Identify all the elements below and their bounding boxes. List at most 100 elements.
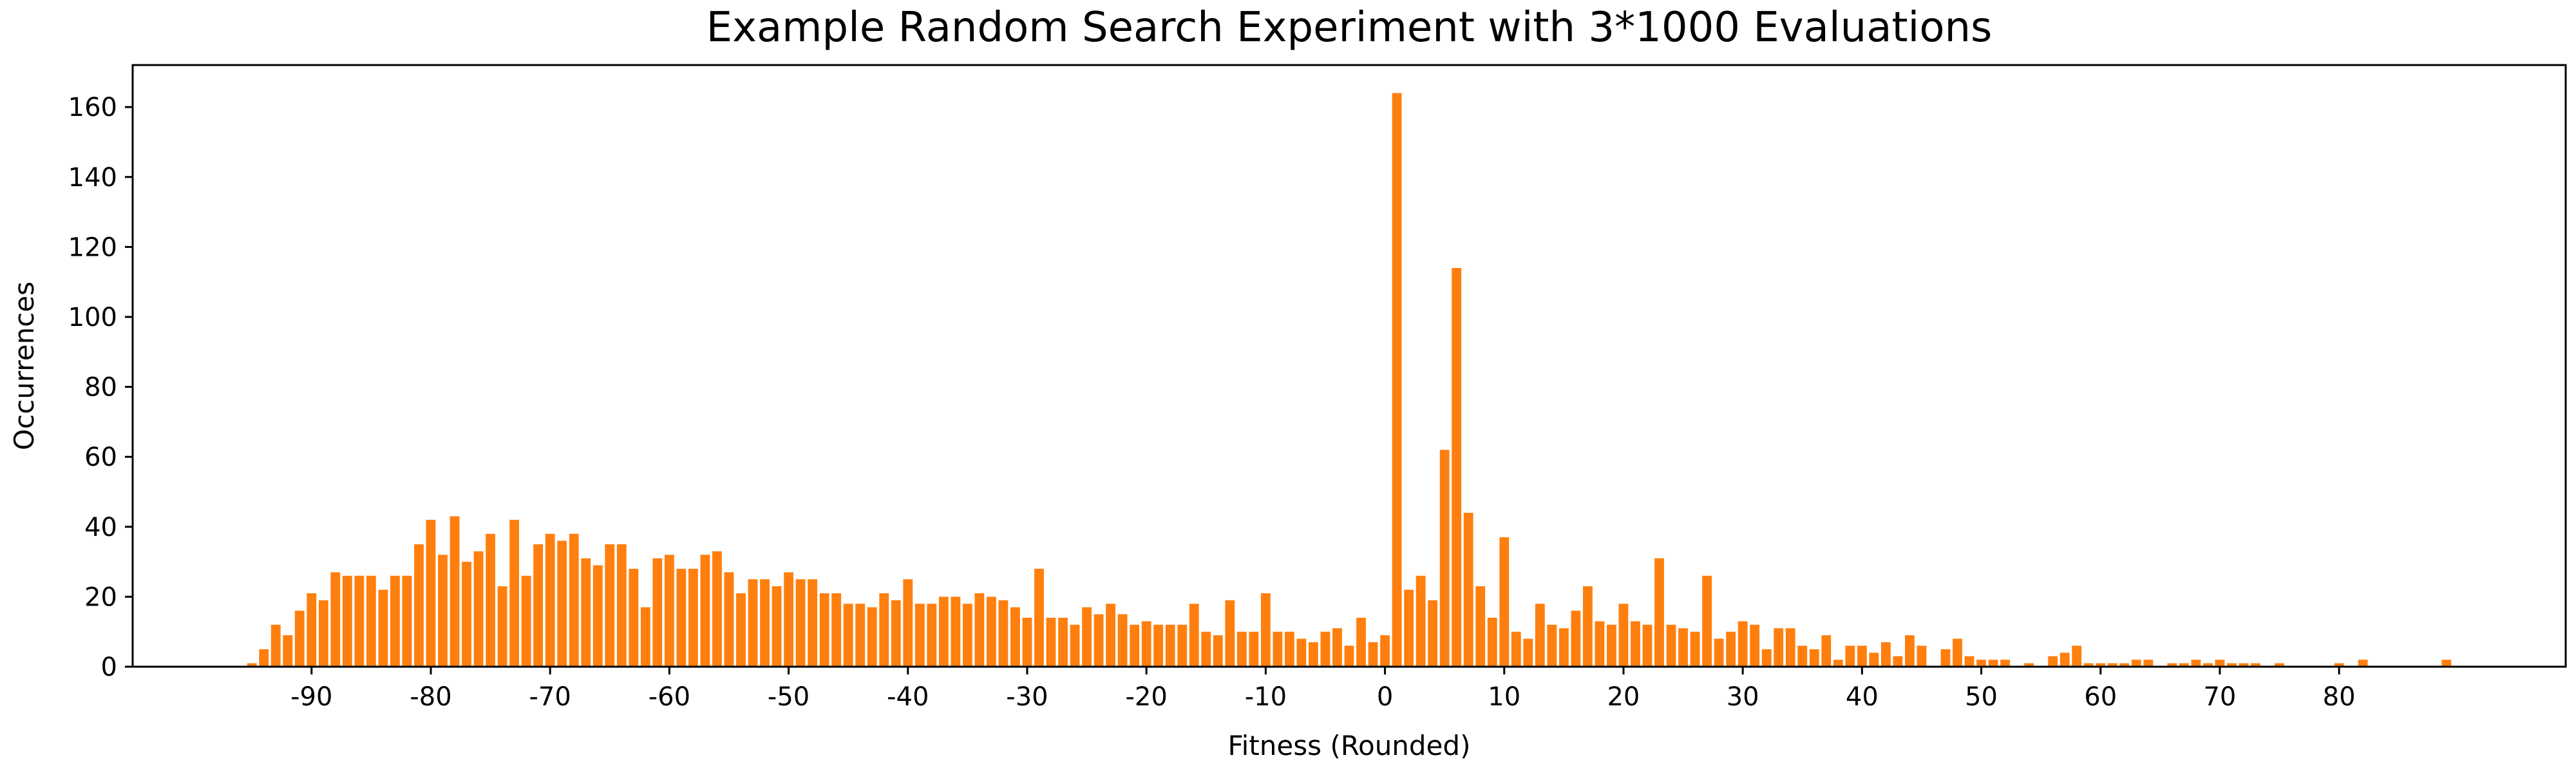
histogram-bar — [2167, 663, 2177, 667]
histogram-bar — [1809, 649, 1819, 667]
x-tick-label: -60 — [649, 682, 690, 712]
histogram-bar — [2191, 660, 2201, 667]
histogram-bar — [724, 572, 734, 667]
histogram-bar — [462, 562, 471, 667]
histogram-bar — [2215, 660, 2225, 667]
histogram-bar — [748, 579, 758, 667]
x-tick-label: 30 — [1727, 682, 1759, 712]
histogram-bar — [1917, 645, 1927, 667]
histogram-bar — [533, 544, 544, 667]
histogram-bar — [1416, 575, 1426, 667]
histogram-bar — [1558, 628, 1569, 667]
histogram-bar — [664, 555, 674, 667]
histogram-bar — [1761, 649, 1772, 667]
x-tick-label: -30 — [1006, 682, 1048, 712]
histogram-bar — [1857, 645, 1867, 667]
histogram-bar — [259, 649, 269, 667]
histogram-bar — [1284, 631, 1294, 667]
histogram-bar — [2096, 663, 2106, 667]
histogram-bar — [1309, 642, 1318, 667]
histogram-bar — [700, 555, 710, 667]
histogram-bar — [987, 596, 996, 667]
histogram-bar — [354, 575, 365, 667]
histogram-bar — [1380, 635, 1390, 667]
y-tick-label: 60 — [84, 443, 117, 472]
histogram-bar — [1368, 642, 1378, 667]
histogram-bar — [592, 565, 603, 667]
bar-series — [247, 93, 2452, 667]
histogram-bar — [2275, 663, 2284, 667]
histogram-bar — [569, 533, 579, 667]
histogram-bar — [330, 572, 341, 667]
histogram-bar — [736, 593, 746, 667]
histogram-bar — [843, 604, 853, 667]
histogram-bar — [318, 600, 328, 667]
histogram-bar — [1511, 631, 1521, 667]
x-tick-label: -10 — [1245, 682, 1287, 712]
histogram-bar — [1070, 624, 1080, 667]
histogram-bar — [1953, 638, 1962, 667]
histogram-bar — [497, 586, 507, 667]
histogram-bar — [1130, 624, 1140, 667]
histogram-bar — [1487, 617, 1497, 667]
histogram-bar — [1475, 586, 1486, 667]
histogram-bar — [1893, 656, 1903, 667]
x-tick-label: 0 — [1377, 682, 1393, 712]
histogram-bar — [390, 575, 400, 667]
histogram-bar — [1165, 624, 1175, 667]
histogram-bar — [1332, 628, 1342, 667]
histogram-bar — [605, 544, 615, 667]
histogram-bar — [1236, 631, 1247, 667]
y-tick-label: 40 — [84, 513, 117, 542]
histogram-bar — [1678, 628, 1688, 667]
histogram-bar — [1356, 617, 1366, 667]
histogram-bar — [378, 589, 388, 667]
x-tick-label: 40 — [1846, 682, 1879, 712]
histogram-bar — [1452, 267, 1462, 667]
histogram-bar — [1046, 617, 1056, 667]
histogram-bar — [521, 575, 531, 667]
histogram-bar — [2072, 645, 2082, 667]
histogram-bar — [1177, 624, 1188, 667]
histogram-bar — [1595, 621, 1605, 667]
histogram-bar — [1833, 660, 1843, 667]
histogram-bar — [545, 533, 555, 667]
histogram-bar — [1094, 614, 1104, 667]
histogram-bar — [867, 607, 877, 667]
histogram-bar — [2334, 663, 2344, 667]
histogram-bar — [2083, 663, 2094, 667]
histogram-bar — [2239, 663, 2249, 667]
histogram-bar — [676, 568, 687, 667]
histogram-bar — [1607, 624, 1616, 667]
histogram-bar — [1141, 621, 1151, 667]
histogram-bar — [938, 596, 949, 667]
histogram-bar — [2119, 663, 2130, 667]
histogram-bar — [1034, 568, 1044, 667]
x-tick-label: -40 — [887, 682, 929, 712]
histogram-bar — [1082, 607, 1092, 667]
histogram-bar — [1201, 631, 1211, 667]
histogram-bar — [1523, 638, 1533, 667]
histogram-bar — [951, 596, 961, 667]
histogram-bar — [1690, 631, 1700, 667]
histogram-bar — [1225, 600, 1235, 667]
histogram-bar — [1631, 621, 1640, 667]
histogram-bar — [1666, 624, 1676, 667]
histogram-bar — [2024, 663, 2034, 667]
histogram-bar — [1654, 558, 1664, 667]
histogram-bar — [903, 579, 913, 667]
histogram-bar — [1296, 638, 1307, 667]
histogram-bar — [1976, 660, 1986, 667]
x-tick-label: 60 — [2084, 682, 2117, 712]
histogram-bar — [2131, 660, 2141, 667]
histogram-bar — [473, 551, 484, 667]
histogram-bar — [1022, 617, 1032, 667]
histogram-bar — [998, 600, 1009, 667]
histogram-bar — [1940, 649, 1951, 667]
histogram-bar — [2143, 660, 2154, 667]
histogram-bar — [1392, 93, 1402, 667]
histogram-bar — [2060, 653, 2070, 667]
x-tick-label: 20 — [1607, 682, 1640, 712]
histogram-bar — [819, 593, 829, 667]
